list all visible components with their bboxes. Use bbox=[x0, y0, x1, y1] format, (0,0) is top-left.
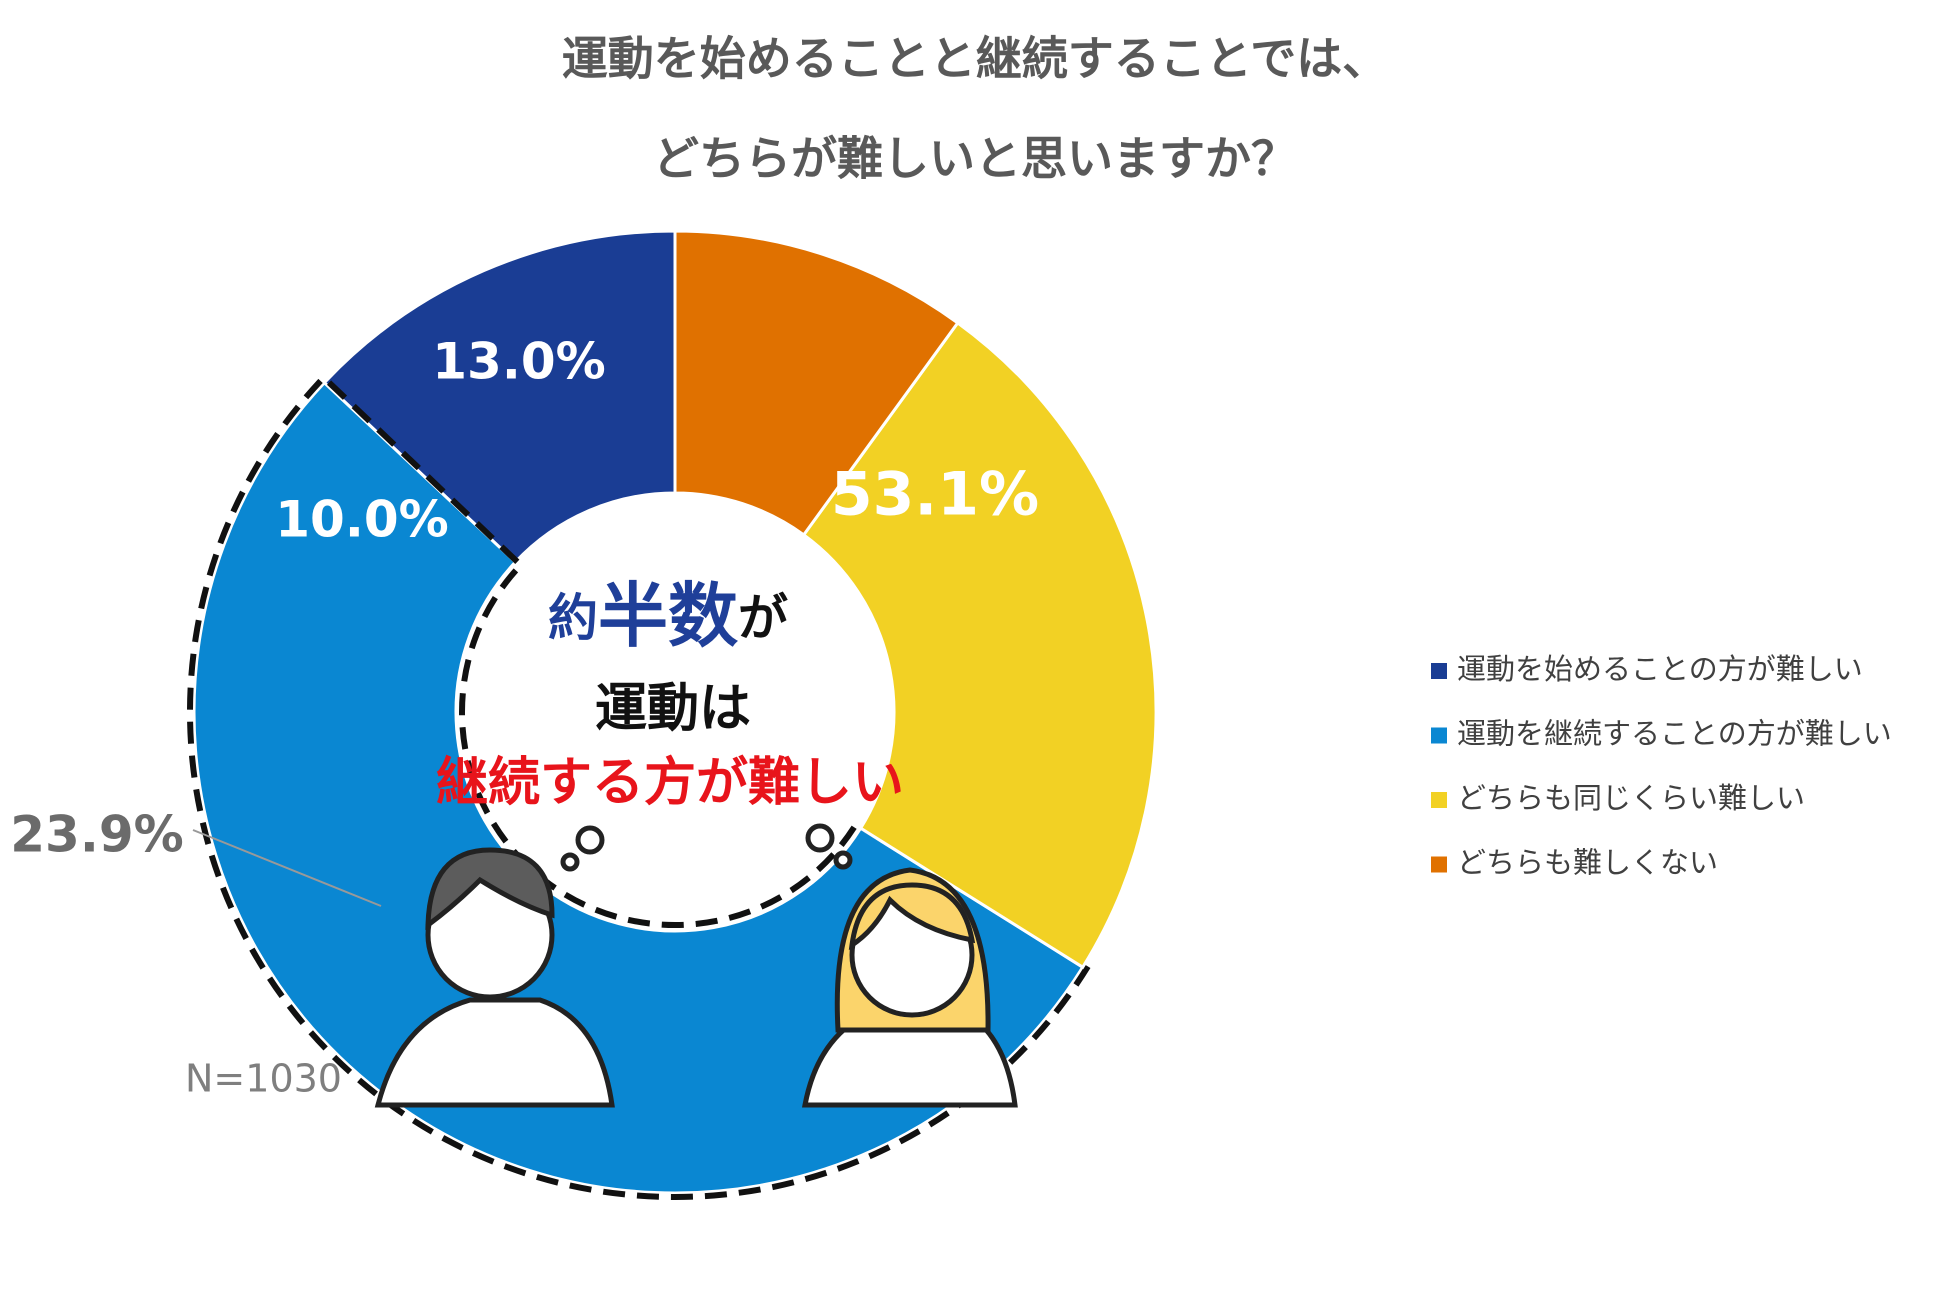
legend-swatch bbox=[1431, 792, 1447, 808]
data-label: 23.9% bbox=[10, 806, 183, 864]
center-text: 継続する方が難しい bbox=[436, 753, 904, 813]
center-text-part: 半数 bbox=[598, 575, 738, 657]
chart-title: どちらが難しいと思いますか？ bbox=[653, 132, 1297, 186]
slice bbox=[322, 229, 677, 565]
data-label: 13.0% bbox=[432, 333, 605, 391]
slice-highlight bbox=[187, 373, 1093, 1201]
center-text-part: 約 bbox=[548, 589, 598, 647]
legend-swatch bbox=[1431, 727, 1447, 744]
legend: 運動を始めることの方が難しい運動を継続することの方が難しいどちらも同じくらい難し… bbox=[1431, 652, 1892, 880]
legend-label: 運動を始めることの方が難しい bbox=[1457, 652, 1863, 686]
center-text: 運動は bbox=[595, 679, 751, 739]
legend-swatch bbox=[1431, 663, 1447, 679]
center-text: 約半数が bbox=[548, 575, 788, 657]
leader-line bbox=[192, 829, 382, 907]
note: N=1030 bbox=[185, 1057, 342, 1101]
data-label: 10.0% bbox=[275, 491, 448, 549]
chart-title: 運動を始めることと継続することでは、 bbox=[562, 32, 1389, 86]
data-label: 53.1% bbox=[831, 460, 1039, 530]
legend-label: 運動を継続することの方が難しい bbox=[1457, 717, 1892, 751]
legend-label: どちらも難しくない bbox=[1457, 846, 1718, 880]
slice bbox=[673, 229, 960, 537]
slice bbox=[801, 320, 1158, 970]
center-text-part: が bbox=[738, 589, 788, 647]
illustration bbox=[374, 823, 1018, 1108]
legend-label: どちらも同じくらい難しい bbox=[1457, 781, 1805, 815]
legend-swatch bbox=[1431, 856, 1447, 873]
